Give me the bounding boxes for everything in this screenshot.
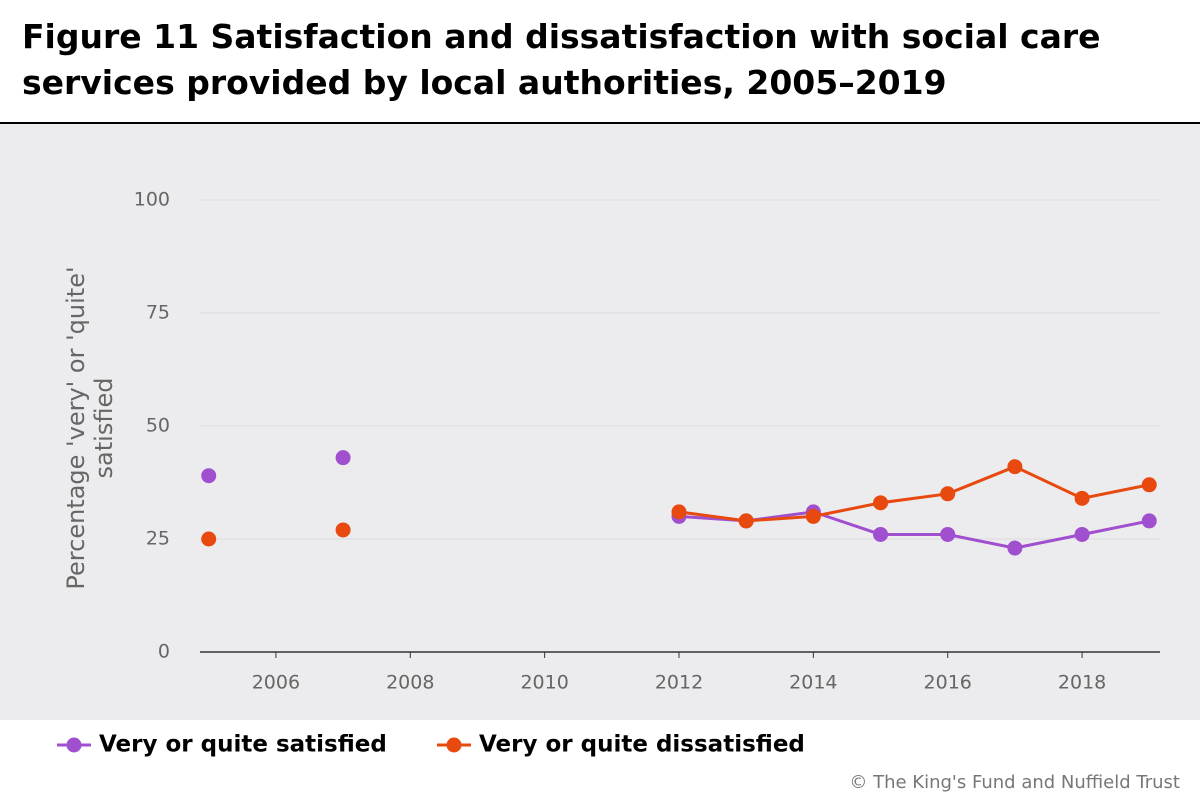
- y-axis-label: Percentage 'very' or 'quite' satisfied: [62, 266, 118, 590]
- x-tick-label: 2008: [386, 672, 434, 694]
- legend-marker: [446, 737, 462, 753]
- x-tick-label: 2014: [789, 672, 837, 694]
- chart-title: Figure 11 Satisfaction and dissatisfacti…: [22, 17, 1101, 102]
- series-line: [678, 465, 1150, 523]
- data-point: [1007, 459, 1023, 475]
- x-tick-label: 2006: [252, 672, 300, 694]
- x-tick-label: 2018: [1058, 672, 1106, 694]
- y-tick-label: 75: [146, 302, 170, 324]
- legend-marker: [66, 737, 82, 753]
- legend-label: Very or quite satisfied: [99, 732, 387, 758]
- data-point: [873, 526, 889, 542]
- data-point: [201, 468, 217, 484]
- y-tick-label: 100: [134, 189, 170, 211]
- y-tick-label: 25: [146, 528, 170, 550]
- x-tick-label: 2012: [655, 672, 703, 694]
- data-point: [1074, 526, 1090, 542]
- data-point: [335, 450, 351, 466]
- data-point: [1141, 477, 1157, 493]
- data-point: [805, 508, 821, 524]
- x-tick-label: 2016: [924, 672, 972, 694]
- data-point: [940, 526, 956, 542]
- data-point: [1141, 513, 1157, 529]
- x-tick-label: 2010: [520, 672, 568, 694]
- plot-background: [0, 124, 1200, 720]
- data-point: [873, 495, 889, 511]
- data-point: [201, 531, 217, 547]
- data-point: [1074, 490, 1090, 506]
- source: © The King's Fund and Nuffield Trust: [849, 772, 1180, 793]
- y-tick-label: 0: [158, 641, 170, 663]
- data-point: [335, 522, 351, 538]
- y-tick-label: 50: [146, 415, 170, 437]
- data-point: [738, 513, 754, 529]
- data-point: [1007, 540, 1023, 556]
- data-point: [671, 504, 687, 520]
- data-point: [940, 486, 956, 502]
- legend-label: Very or quite dissatisfied: [479, 732, 805, 758]
